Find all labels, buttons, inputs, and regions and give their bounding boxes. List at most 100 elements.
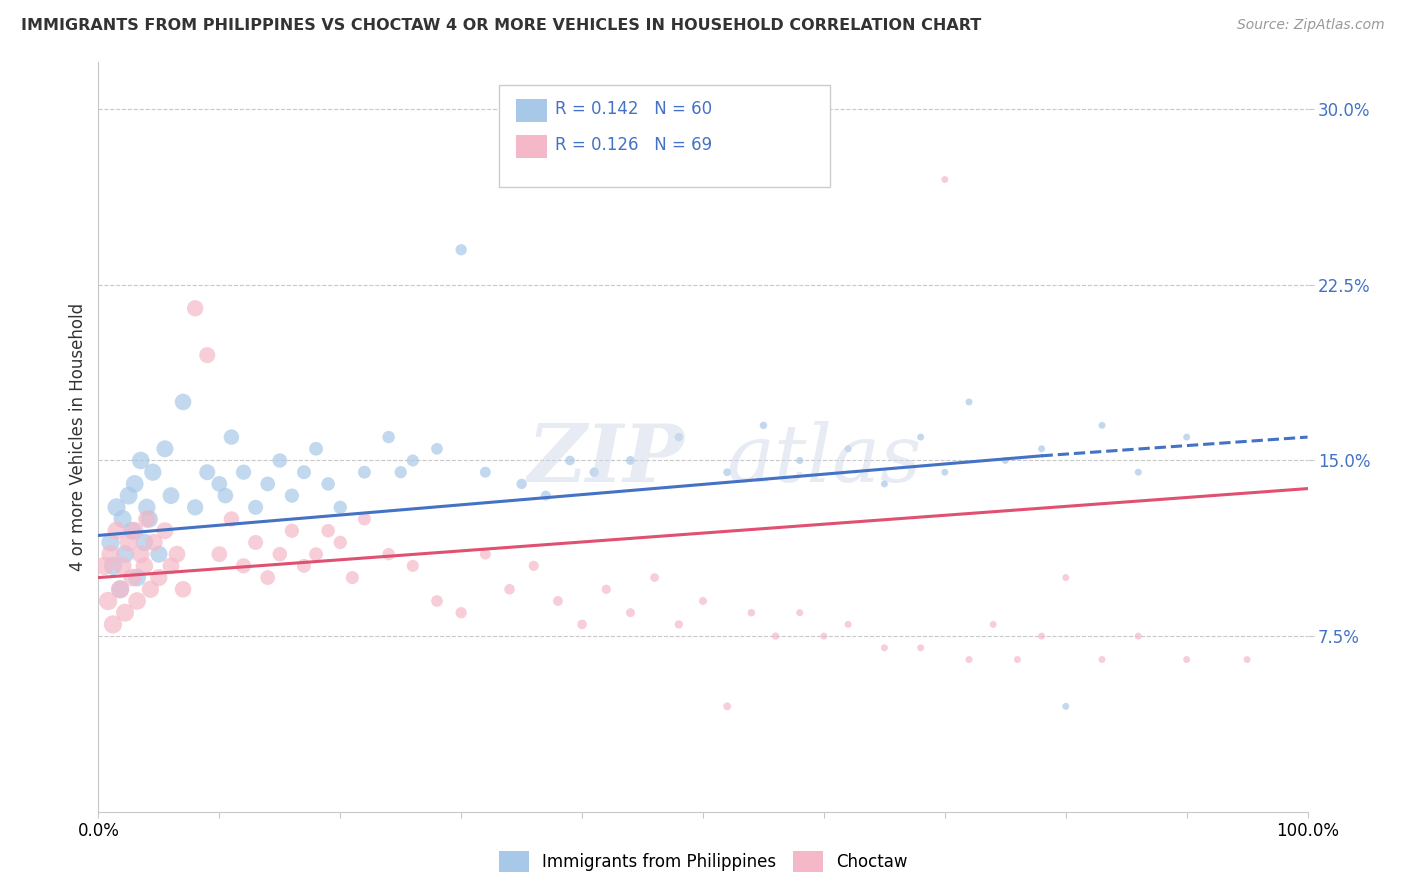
Point [377,547,399,561]
Point [1175,652,1198,666]
Point [153,524,176,538]
Point [450,606,472,620]
Point [389,465,412,479]
Point [245,500,267,515]
Point [329,535,352,549]
Point [105,524,128,538]
Point [474,547,496,561]
Point [124,524,146,538]
Point [595,582,617,597]
Point [789,453,811,467]
Point [214,489,236,503]
Point [716,465,738,479]
Point [281,524,304,538]
Point [934,172,956,186]
Point [108,582,131,597]
Point [934,465,956,479]
Point [316,476,339,491]
Point [142,465,165,479]
Point [523,558,546,573]
Point [957,395,980,409]
Point [1091,652,1114,666]
Point [474,465,496,479]
Point [292,558,315,573]
Point [256,571,278,585]
Point [195,465,218,479]
Point [910,430,932,444]
Point [118,535,141,549]
Point [148,571,170,585]
Point [127,594,149,608]
Point [111,512,134,526]
Point [765,629,787,643]
Point [316,524,339,538]
Point [269,453,291,467]
Point [160,489,183,503]
Point [105,500,128,515]
Text: IMMIGRANTS FROM PHILIPPINES VS CHOCTAW 4 OR MORE VEHICLES IN HOUSEHOLD CORRELATI: IMMIGRANTS FROM PHILIPPINES VS CHOCTAW 4… [21,18,981,33]
Text: R = 0.126   N = 69: R = 0.126 N = 69 [555,136,713,153]
Point [114,547,136,561]
Point [101,558,124,573]
Point [342,571,364,585]
Point [121,524,143,538]
Point [353,512,375,526]
Point [138,512,160,526]
Point [129,453,152,467]
Point [619,606,641,620]
Point [100,547,122,561]
Point [101,617,124,632]
Point [153,442,176,456]
Point [208,476,231,491]
Point [256,476,278,491]
Point [139,582,162,597]
Point [172,582,194,597]
Point [571,617,593,632]
Point [305,442,328,456]
Point [740,606,762,620]
Point [1236,652,1258,666]
Point [873,640,896,655]
Point [135,500,157,515]
Point [910,640,932,655]
Point [1091,418,1114,433]
Point [143,535,166,549]
Legend: Immigrants from Philippines, Choctaw: Immigrants from Philippines, Choctaw [492,845,914,879]
Point [221,512,243,526]
Point [377,430,399,444]
Point [450,243,472,257]
Point [1031,442,1053,456]
Point [172,395,194,409]
Point [134,558,156,573]
Text: ZIP: ZIP [527,421,685,499]
Point [232,558,254,573]
Point [134,535,156,549]
Point [118,489,141,503]
Point [148,547,170,561]
Point [752,418,775,433]
Text: R = 0.142   N = 60: R = 0.142 N = 60 [555,100,713,118]
Point [121,571,143,585]
Point [100,535,122,549]
Point [873,476,896,491]
Point [97,594,120,608]
Point [1031,629,1053,643]
Point [292,465,315,479]
Point [305,547,328,561]
Text: Source: ZipAtlas.com: Source: ZipAtlas.com [1237,18,1385,32]
Point [547,594,569,608]
Point [1128,465,1150,479]
Point [789,606,811,620]
Point [329,500,352,515]
Point [510,476,533,491]
Point [124,476,146,491]
Point [813,629,835,643]
Point [1054,699,1077,714]
Y-axis label: 4 or more Vehicles in Household: 4 or more Vehicles in Household [69,303,87,571]
Point [668,430,690,444]
Point [692,594,714,608]
Text: atlas: atlas [727,421,921,499]
Point [498,582,520,597]
Point [644,571,666,585]
Point [426,594,449,608]
